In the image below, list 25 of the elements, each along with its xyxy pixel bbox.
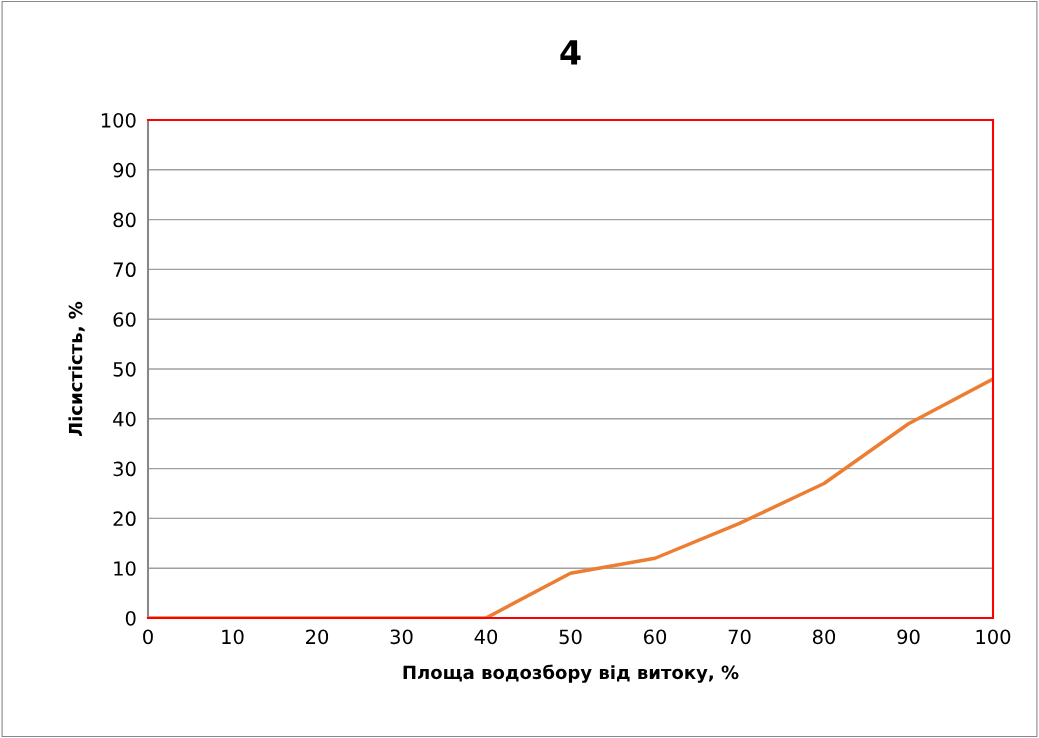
x-axis-title: Площа водозбору від витоку, % <box>403 664 739 683</box>
x-tick-label: 50 <box>559 629 582 645</box>
y-tick-label: 0 <box>125 610 136 626</box>
x-tick-label: 70 <box>728 629 751 645</box>
x-tick-label: 90 <box>897 629 920 645</box>
y-axis-title: Лісистість, % <box>68 301 85 437</box>
x-tick-label: 0 <box>143 629 153 645</box>
x-tick-label: 60 <box>643 629 667 645</box>
x-tick-label: 10 <box>222 629 244 645</box>
y-tick-label: 60 <box>113 312 136 327</box>
y-tick-label: 80 <box>113 212 136 228</box>
y-tick-label: 90 <box>113 162 136 178</box>
x-tick-label: 80 <box>812 629 836 645</box>
chart-title: 4 <box>560 40 581 65</box>
x-tick-label: 30 <box>390 629 413 645</box>
y-tick-label: 70 <box>113 262 136 278</box>
y-tick-label: 20 <box>113 511 136 527</box>
y-tick-label: 30 <box>113 461 136 477</box>
y-tick-label: 50 <box>113 361 136 377</box>
y-tick-label: 100 <box>101 112 136 128</box>
x-tick-label: 40 <box>474 629 498 645</box>
y-tick-label: 10 <box>114 561 136 576</box>
x-tick-label: 20 <box>306 629 329 645</box>
y-tick-label: 40 <box>113 411 136 427</box>
x-tick-label: 100 <box>976 629 1011 645</box>
